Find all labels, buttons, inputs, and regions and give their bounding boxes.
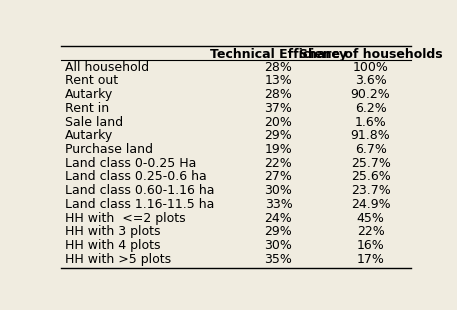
Text: HH with 4 plots: HH with 4 plots <box>65 239 160 252</box>
Text: Purchase land: Purchase land <box>65 143 153 156</box>
Text: 25.7%: 25.7% <box>351 157 391 170</box>
Text: 30%: 30% <box>265 184 292 197</box>
Text: 45%: 45% <box>356 212 384 225</box>
Text: 1.6%: 1.6% <box>355 116 387 129</box>
Text: 27%: 27% <box>265 170 292 184</box>
Text: All household: All household <box>65 60 149 73</box>
Text: Autarky: Autarky <box>65 129 113 142</box>
Text: 16%: 16% <box>357 239 384 252</box>
Text: 23.7%: 23.7% <box>351 184 390 197</box>
Text: 29%: 29% <box>265 129 292 142</box>
Text: 13%: 13% <box>265 74 292 87</box>
Text: Sale land: Sale land <box>65 116 123 129</box>
Text: Rent in: Rent in <box>65 102 109 115</box>
Text: Autarky: Autarky <box>65 88 113 101</box>
Text: 28%: 28% <box>265 88 292 101</box>
Text: 3.6%: 3.6% <box>355 74 387 87</box>
Text: 33%: 33% <box>265 198 292 211</box>
Text: 6.7%: 6.7% <box>355 143 387 156</box>
Text: HH with  <=2 plots: HH with <=2 plots <box>65 212 186 225</box>
Text: 37%: 37% <box>265 102 292 115</box>
Text: 100%: 100% <box>353 60 388 73</box>
Text: Land class 0-0.25 Ha: Land class 0-0.25 Ha <box>65 157 197 170</box>
Text: Technical Efficiency: Technical Efficiency <box>210 48 347 61</box>
Text: 35%: 35% <box>265 253 292 266</box>
Text: 30%: 30% <box>265 239 292 252</box>
Text: Land class 0.60-1.16 ha: Land class 0.60-1.16 ha <box>65 184 214 197</box>
Text: 19%: 19% <box>265 143 292 156</box>
Text: 17%: 17% <box>356 253 384 266</box>
Text: Land class 1.16-11.5 ha: Land class 1.16-11.5 ha <box>65 198 214 211</box>
Text: HH with 3 plots: HH with 3 plots <box>65 225 160 238</box>
Text: 24.9%: 24.9% <box>351 198 390 211</box>
Text: 25.6%: 25.6% <box>351 170 390 184</box>
Text: 6.2%: 6.2% <box>355 102 387 115</box>
Text: 24%: 24% <box>265 212 292 225</box>
Text: 22%: 22% <box>357 225 384 238</box>
Text: 28%: 28% <box>265 60 292 73</box>
Text: Land class 0.25-0.6 ha: Land class 0.25-0.6 ha <box>65 170 207 184</box>
Text: HH with >5 plots: HH with >5 plots <box>65 253 171 266</box>
Text: 29%: 29% <box>265 225 292 238</box>
Text: 20%: 20% <box>265 116 292 129</box>
Text: Rent out: Rent out <box>65 74 118 87</box>
Text: Share of households: Share of households <box>299 48 442 61</box>
Text: 22%: 22% <box>265 157 292 170</box>
Text: 90.2%: 90.2% <box>351 88 390 101</box>
Text: 91.8%: 91.8% <box>351 129 390 142</box>
